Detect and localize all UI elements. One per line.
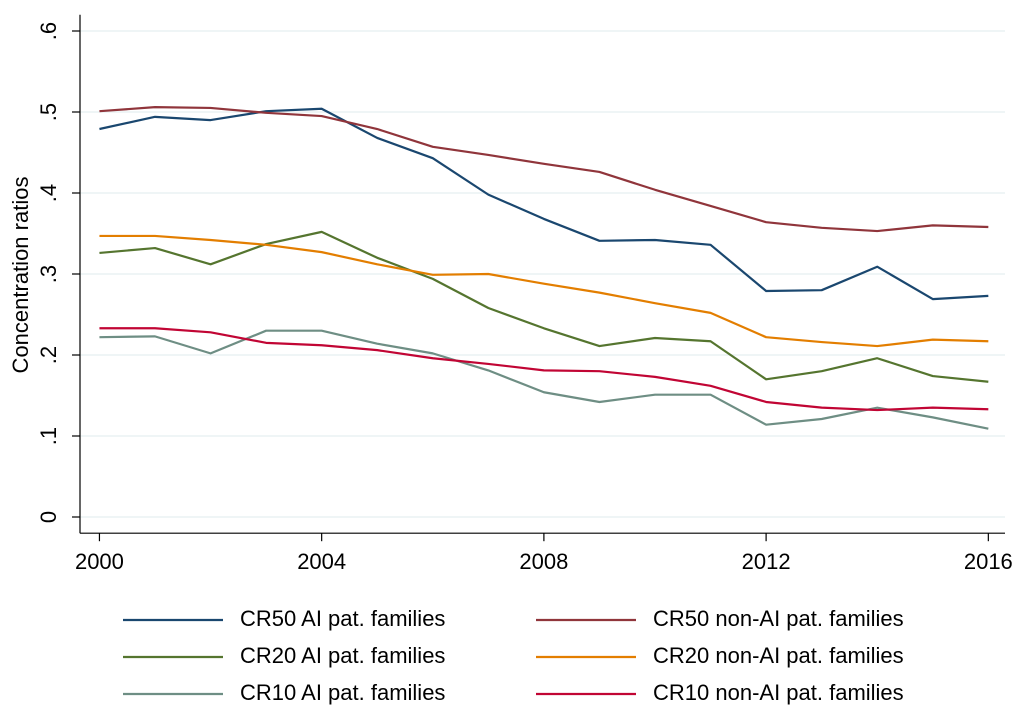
y-tick-label: .4 <box>36 184 61 202</box>
legend-label: CR50 non-AI pat. families <box>653 606 904 631</box>
y-axis-label: Concentration ratios <box>8 177 33 374</box>
y-tick-label: .2 <box>36 346 61 364</box>
y-tick-label: .6 <box>36 22 61 40</box>
legend-label: CR10 non-AI pat. families <box>653 680 904 705</box>
legend-label: CR20 non-AI pat. families <box>653 643 904 668</box>
series-line <box>99 327 989 412</box>
y-tick-label: .1 <box>36 427 61 445</box>
x-tick-label: 2012 <box>742 549 791 574</box>
series-line <box>99 106 989 233</box>
y-tick-label: .5 <box>36 103 61 121</box>
legend-label: CR20 AI pat. families <box>240 643 445 668</box>
series-line <box>99 107 989 301</box>
x-tick-label: 2016 <box>964 549 1013 574</box>
legend-label: CR10 AI pat. families <box>240 680 445 705</box>
x-tick-label: 2008 <box>519 549 568 574</box>
x-tick-label: 2000 <box>75 549 124 574</box>
legend-label: CR50 AI pat. families <box>240 606 445 631</box>
y-tick-label: .3 <box>36 265 61 283</box>
series-line <box>99 230 989 383</box>
x-tick-label: 2004 <box>297 549 346 574</box>
y-tick-label: 0 <box>36 511 61 523</box>
series-line <box>99 234 989 348</box>
